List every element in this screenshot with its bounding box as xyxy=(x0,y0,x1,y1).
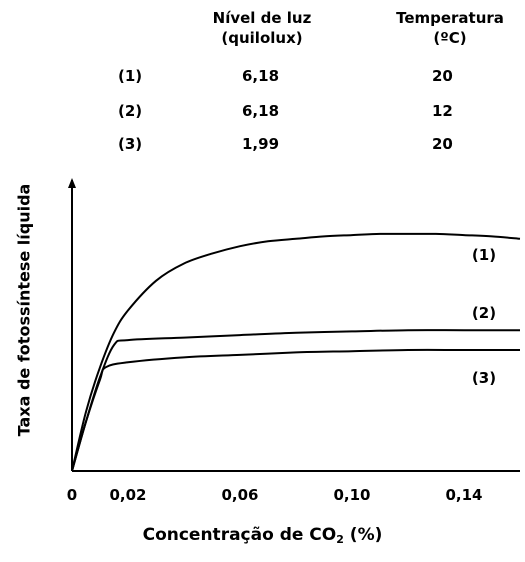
row-3-light: 1,99 xyxy=(242,135,280,153)
row-3-temp: 20 xyxy=(432,135,453,153)
y-axis-arrow xyxy=(68,178,76,188)
row-2-light: 6,18 xyxy=(242,102,280,120)
header-temp-line2: (ºC) xyxy=(433,29,467,47)
y-axis-label: Taxa de fotossíntese líquida xyxy=(14,183,34,437)
x-ticks: 0 0,02 0,06 0,10 0,14 xyxy=(67,486,483,504)
series-line-3 xyxy=(71,348,520,472)
x-tick-label: 0 xyxy=(67,486,77,504)
header-light-line1: Nível de luz xyxy=(212,9,312,27)
row-3-id: (3) xyxy=(118,135,143,153)
series-label-1: (1) xyxy=(472,246,496,264)
header-temp-line1: Temperatura xyxy=(396,9,504,27)
x-axis-label-sub: 2 xyxy=(336,533,344,546)
x-axis-label-unit: (%) xyxy=(343,525,383,545)
x-tick-label: 0,06 xyxy=(221,486,258,504)
series-labels: (1) (2) (3) xyxy=(472,246,496,387)
header-light: Nível de luz (quilolux) xyxy=(202,8,322,48)
series-layer xyxy=(71,232,521,472)
x-tick-label: 0,10 xyxy=(333,486,370,504)
x-axis-label: Concentração de CO2 (%) xyxy=(0,525,525,546)
x-axis-label-text: Concentração de CO xyxy=(142,525,337,545)
header-light-line2: (quilolux) xyxy=(221,29,303,47)
x-tick-label: 0,02 xyxy=(109,486,146,504)
series-line-2 xyxy=(71,329,520,472)
row-2-temp: 12 xyxy=(432,102,453,120)
series-label-2: (2) xyxy=(472,304,496,322)
row-1-id: (1) xyxy=(118,67,143,85)
series-line-1 xyxy=(71,232,521,472)
x-tick-label: 0,14 xyxy=(445,486,482,504)
row-1-light: 6,18 xyxy=(242,67,280,85)
axes xyxy=(68,178,520,472)
row-2-id: (2) xyxy=(118,102,143,120)
row-1-temp: 20 xyxy=(432,67,453,85)
header-temp: Temperatura (ºC) xyxy=(380,8,520,48)
series-label-3: (3) xyxy=(472,369,496,387)
